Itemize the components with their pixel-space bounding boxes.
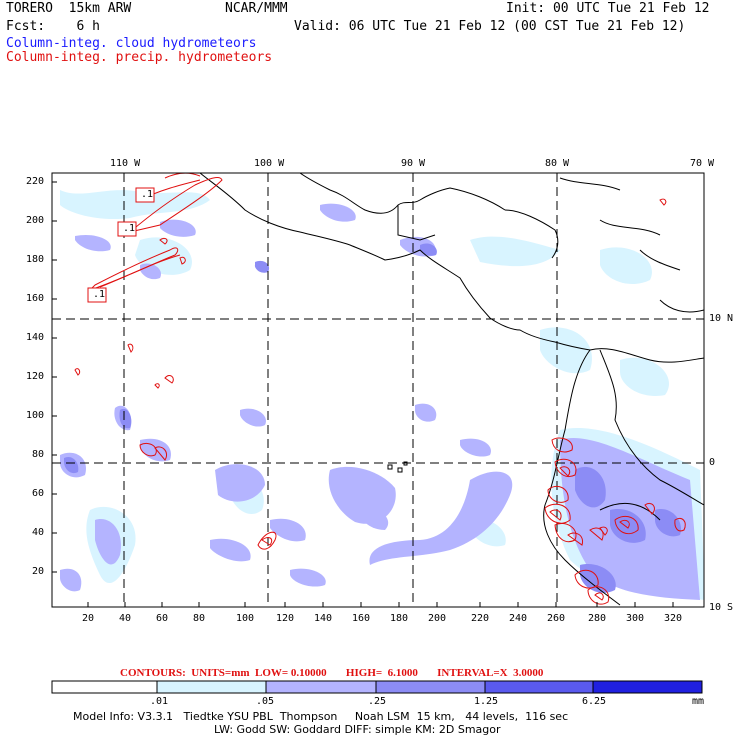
x-tick: 20 xyxy=(82,613,95,624)
lat-label: 10 S xyxy=(709,602,734,613)
x-tick: 160 xyxy=(352,613,371,624)
y-tick: 180 xyxy=(26,254,45,265)
y-tick: 120 xyxy=(26,371,45,382)
colorbar-units: mm xyxy=(692,696,705,707)
forecast-hour: Fcst: 6 h xyxy=(6,19,100,34)
lon-label: 70 W xyxy=(690,158,715,169)
lon-label: 90 W xyxy=(401,158,426,169)
lat-label: 0 xyxy=(709,457,716,468)
lon-label: 110 W xyxy=(110,158,141,169)
lon-label: 80 W xyxy=(545,158,570,169)
y-tick: 200 xyxy=(26,215,45,226)
x-tick: 140 xyxy=(314,613,333,624)
colorbar-label: 1.25 xyxy=(474,696,499,707)
y-tick: 160 xyxy=(26,293,45,304)
x-tick: 260 xyxy=(547,613,566,624)
x-tick: 280 xyxy=(588,613,607,624)
x-tick: 220 xyxy=(471,613,490,624)
center-title: NCAR/MMM xyxy=(225,1,288,16)
legend-precip: Column-integ. precip. hydrometeors xyxy=(6,50,273,65)
contour-info: CONTOURS: UNITS=mm LOW= 0.10000 HIGH= 6.… xyxy=(120,667,544,679)
x-tick: 120 xyxy=(276,613,295,624)
y-tick: 220 xyxy=(26,176,45,187)
colorbar-label: .05 xyxy=(256,696,275,707)
y-tick: 20 xyxy=(32,566,45,577)
x-tick: 80 xyxy=(193,613,206,624)
model-info-line2: LW: Godd SW: Goddard DIFF: simple KM: 2D… xyxy=(214,723,501,736)
lon-label: 100 W xyxy=(254,158,285,169)
x-tick: 100 xyxy=(236,613,255,624)
colorbar-label: 6.25 xyxy=(582,696,607,707)
y-tick: 60 xyxy=(32,488,45,499)
y-tick: 100 xyxy=(26,410,45,421)
lat-label: 10 N xyxy=(709,313,734,324)
colorbar-label: .25 xyxy=(368,696,387,707)
contour-label: .1 xyxy=(123,223,136,234)
x-tick: 180 xyxy=(390,613,409,624)
colorbar-label: .01 xyxy=(150,696,169,707)
valid-time: Valid: 06 UTC Tue 21 Feb 12 (00 CST Tue … xyxy=(294,19,686,34)
contour-label: .1 xyxy=(93,289,106,300)
x-tick: 320 xyxy=(664,613,683,624)
y-tick: 140 xyxy=(26,332,45,343)
x-tick: 40 xyxy=(119,613,132,624)
contour-label: .1 xyxy=(141,189,154,200)
x-tick: 300 xyxy=(626,613,645,624)
model-info-line1: Model Info: V3.3.1 Tiedtke YSU PBL Thomp… xyxy=(73,710,569,723)
init-time: Init: 00 UTC Tue 21 Feb 12 xyxy=(506,1,710,16)
legend-cloud: Column-integ. cloud hydrometeors xyxy=(6,36,257,51)
model-title: TORERO 15km ARW xyxy=(6,1,132,16)
x-tick: 240 xyxy=(509,613,528,624)
y-tick: 80 xyxy=(32,449,45,460)
x-tick: 60 xyxy=(156,613,169,624)
x-tick: 200 xyxy=(428,613,447,624)
y-tick: 40 xyxy=(32,527,45,538)
